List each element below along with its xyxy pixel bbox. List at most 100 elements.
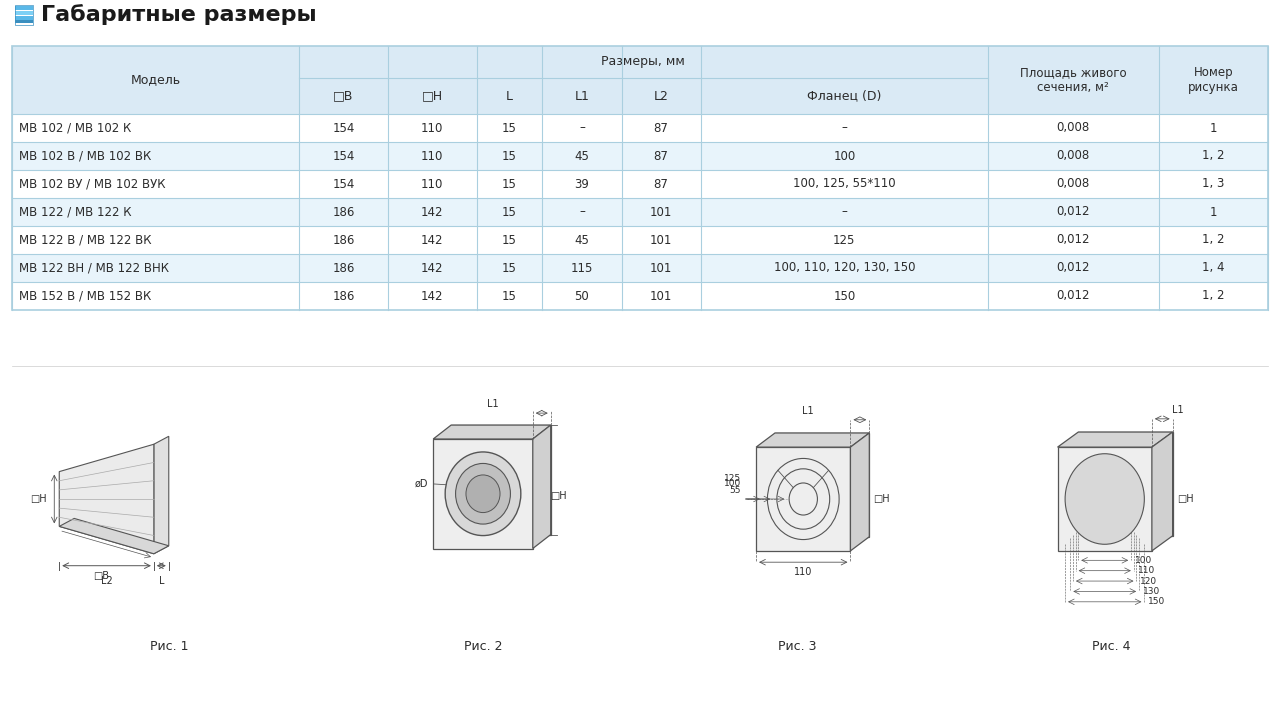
Text: 154: 154 [333,150,355,163]
Bar [12,282,300,310]
Text: 186: 186 [333,205,355,218]
Text: Рис. 3: Рис. 3 [778,639,817,652]
Bar [1158,254,1268,282]
Polygon shape [59,518,169,553]
Text: 39: 39 [575,178,589,190]
Bar [15,16,33,20]
Ellipse shape [1065,454,1144,544]
Text: МВ 122 В / МВ 122 ВК: МВ 122 В / МВ 122 ВК [19,233,151,246]
Text: 0,012: 0,012 [1056,289,1091,302]
Text: L2: L2 [654,90,668,102]
Bar [622,226,701,254]
Text: 1, 4: 1, 4 [1202,261,1225,274]
Text: 0,008: 0,008 [1056,150,1089,163]
Text: 0,008: 0,008 [1056,122,1089,135]
Bar [701,170,988,198]
Text: □H: □H [29,494,46,504]
Text: □B: □B [333,90,353,102]
Polygon shape [1057,432,1172,447]
Text: 142: 142 [421,205,443,218]
Bar [388,78,476,114]
Text: 110: 110 [794,567,813,577]
Text: 100: 100 [833,150,855,163]
Ellipse shape [445,452,521,536]
Text: 101: 101 [650,233,672,246]
Text: 100: 100 [723,480,741,488]
Bar [12,142,300,170]
Bar [543,78,622,114]
Bar [388,142,476,170]
Text: –: – [579,205,585,218]
Text: □H: □H [549,490,566,500]
Text: Рис. 1: Рис. 1 [150,639,188,652]
Bar [12,254,300,282]
Text: 87: 87 [654,122,668,135]
Text: МВ 122 / МВ 122 К: МВ 122 / МВ 122 К [19,205,132,218]
Text: 1, 2: 1, 2 [1202,233,1225,246]
Text: L1: L1 [488,399,499,409]
Ellipse shape [466,475,500,513]
Polygon shape [451,425,550,535]
Bar [1158,142,1268,170]
Text: Рис. 4: Рис. 4 [1092,639,1130,652]
Polygon shape [756,447,850,551]
Text: 120: 120 [1140,576,1157,586]
Text: 130: 130 [1143,587,1160,596]
Bar [300,254,388,282]
Text: 0,008: 0,008 [1056,178,1089,190]
Bar [988,254,1158,282]
Text: Модель: Модель [131,74,180,87]
Bar [476,226,543,254]
Bar [622,170,701,198]
Bar [12,46,300,114]
Text: L1: L1 [575,90,589,102]
Polygon shape [1152,432,1172,551]
Bar [300,226,388,254]
Bar [543,114,622,142]
Bar [988,198,1158,226]
Text: □H: □H [421,90,443,102]
Text: 142: 142 [421,261,443,274]
Text: 110: 110 [1138,566,1155,575]
Bar [388,170,476,198]
Bar [300,282,388,310]
Bar [622,254,701,282]
Polygon shape [774,433,869,537]
Text: 15: 15 [502,122,517,135]
Text: 150: 150 [1148,597,1165,606]
Text: –: – [841,205,847,218]
Text: Фланец (D): Фланец (D) [808,90,882,102]
Text: МВ 152 В / МВ 152 ВК: МВ 152 В / МВ 152 ВК [19,289,151,302]
Text: 110: 110 [421,178,443,190]
Text: □H: □H [1178,494,1194,504]
Text: МВ 122 ВН / МВ 122 ВНК: МВ 122 ВН / МВ 122 ВНК [19,261,169,274]
Text: Номер
рисунка: Номер рисунка [1188,66,1239,94]
Polygon shape [756,433,869,447]
Text: 1: 1 [1210,205,1217,218]
Bar [701,198,988,226]
Bar [12,198,300,226]
Bar [476,114,543,142]
Bar [701,114,988,142]
Ellipse shape [456,463,511,524]
Text: 1, 3: 1, 3 [1202,178,1225,190]
Polygon shape [850,433,869,551]
Bar [543,142,622,170]
Bar [622,114,701,142]
Polygon shape [154,436,169,553]
Bar [300,170,388,198]
Bar [543,226,622,254]
Bar [543,170,622,198]
Bar [988,226,1158,254]
Bar [12,226,300,254]
Text: Площадь живого
сечения, м²: Площадь живого сечения, м² [1020,66,1126,94]
Text: 125: 125 [833,233,855,246]
Bar [15,5,33,25]
Text: L: L [159,576,164,586]
Bar [988,282,1158,310]
Text: 50: 50 [575,289,589,302]
Text: 87: 87 [654,178,668,190]
Bar [1158,226,1268,254]
Bar [988,114,1158,142]
Polygon shape [1057,447,1152,551]
